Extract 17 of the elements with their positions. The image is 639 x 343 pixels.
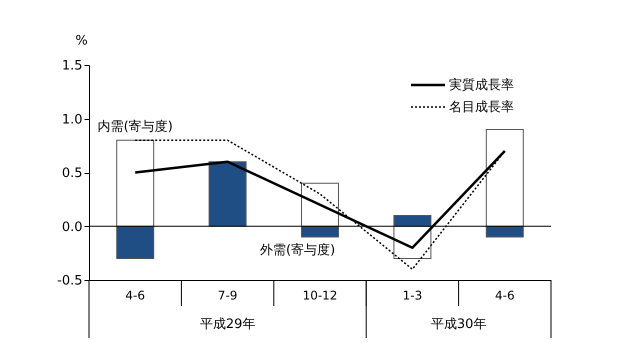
legend-label: 実質成長率 — [449, 77, 514, 93]
y-tick-label: 0.0 — [62, 220, 82, 235]
x-tick-label: 4-6 — [125, 288, 146, 302]
x-tick-label: 4-6 — [494, 288, 515, 302]
series-label: 外需(寄与度) — [260, 242, 336, 258]
y-tick-label: 0.5 — [62, 166, 82, 181]
x-tick-label: 10-12 — [302, 288, 338, 302]
y-axis-title: % — [75, 34, 88, 48]
text: 平成29年 — [200, 317, 256, 332]
y-tick-label: 1.0 — [62, 112, 82, 128]
legend-label: 名目成長率 — [449, 99, 514, 115]
y-tick-label: -0.5 — [57, 274, 82, 288]
y-tick-label: 1.5 — [62, 58, 82, 74]
series-label: 内需(寄与度) — [98, 118, 173, 134]
x-tick-label: 1-3 — [402, 288, 422, 302]
text: 平成30年 — [430, 317, 486, 332]
x-tick-label: 7-9 — [218, 288, 238, 302]
